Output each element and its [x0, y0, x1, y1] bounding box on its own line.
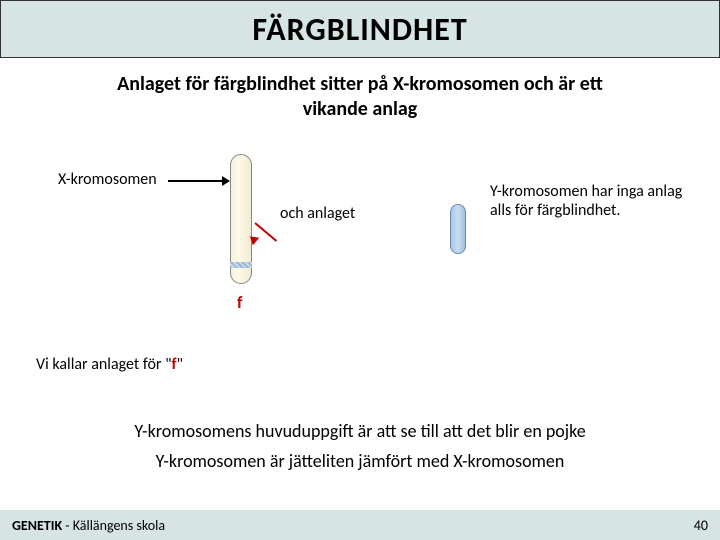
chromosome-diagram: X-kromosomen och anlaget f Y-kromosomen …	[0, 142, 720, 342]
footer-left: GENETIK - Källängens skola	[12, 517, 165, 534]
page-number: 40	[694, 517, 708, 534]
y-chromosome-shape	[450, 204, 466, 254]
footer-school: - Källängens skola	[62, 517, 165, 534]
bottom-text-2: Y-kromosomen är jätteliten jämfört med X…	[0, 450, 720, 472]
page-title: FÄRGBLINDHET	[252, 10, 467, 49]
subtitle-line1: Anlaget för färgblindhet sitter på X-kro…	[117, 72, 603, 96]
arrow-to-band	[255, 222, 285, 252]
footer: GENETIK - Källängens skola 40	[0, 510, 720, 540]
y-chromosome-label: Y-kromosomen har inga anlag alls för fär…	[490, 182, 700, 220]
x-chromosome-band	[230, 262, 252, 268]
vi-text-post: "	[177, 355, 183, 374]
bottom-text-1: Y-kromosomens huvuduppgift är att se til…	[0, 420, 720, 442]
vi-text-pre: Vi kallar anlaget för "	[36, 355, 171, 374]
x-chromosome-shape	[230, 154, 252, 284]
arrow-to-x	[168, 180, 228, 182]
vi-kallar-text: Vi kallar anlaget för "f"	[36, 355, 183, 374]
f-marker: f	[237, 292, 242, 313]
footer-genetik: GENETIK	[12, 517, 62, 534]
och-anlaget-label: och anlaget	[280, 204, 355, 223]
x-chromosome-label: X-kromosomen	[58, 170, 157, 189]
title-bar: FÄRGBLINDHET	[0, 0, 720, 58]
subtitle: Anlaget för färgblindhet sitter på X-kro…	[0, 72, 720, 122]
subtitle-line2: vikande anlag	[303, 97, 418, 121]
